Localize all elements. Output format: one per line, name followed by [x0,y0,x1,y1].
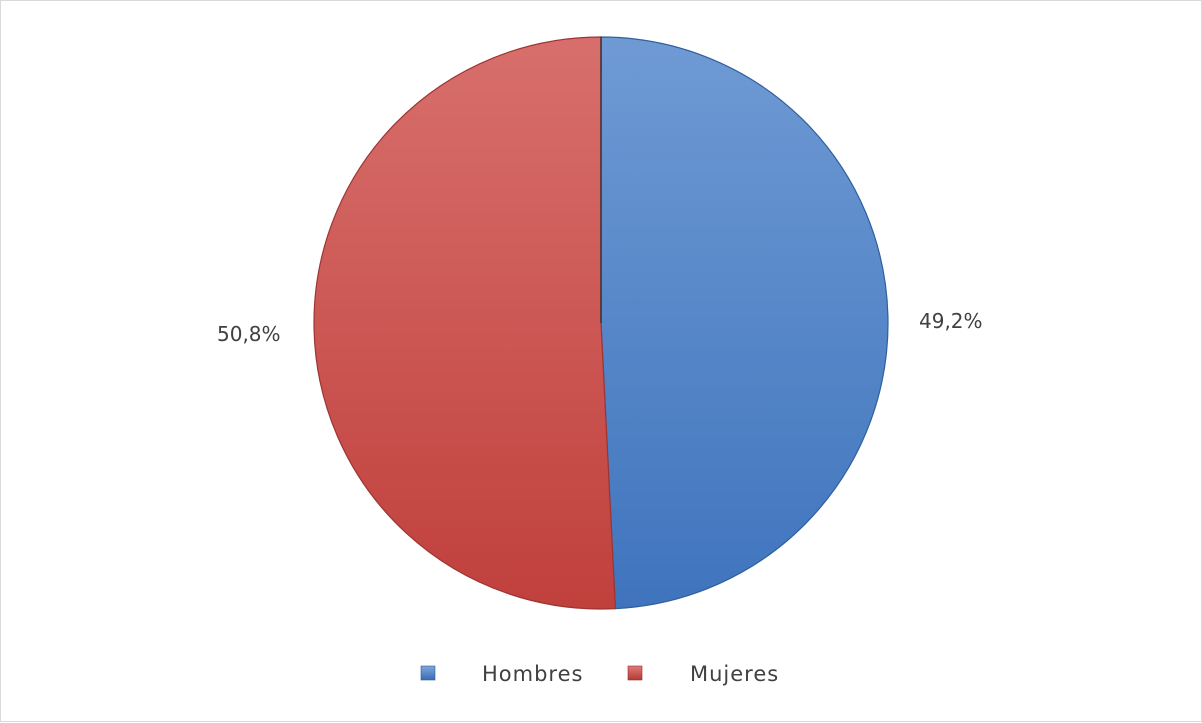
legend-label-hombres: Hombres [482,662,583,686]
legend-label-mujeres: Mujeres [690,662,779,686]
legend: Hombres Mujeres [420,662,779,686]
data-label-mujeres: 50,8% [217,322,281,346]
pie-slices [313,36,889,610]
pie-slice-hombres [600,36,889,610]
pie-slice-mujeres [313,36,617,610]
data-label-hombres: 49,2% [919,309,983,333]
legend-swatch-mujeres [627,665,643,681]
legend-swatch-hombres [420,665,436,681]
